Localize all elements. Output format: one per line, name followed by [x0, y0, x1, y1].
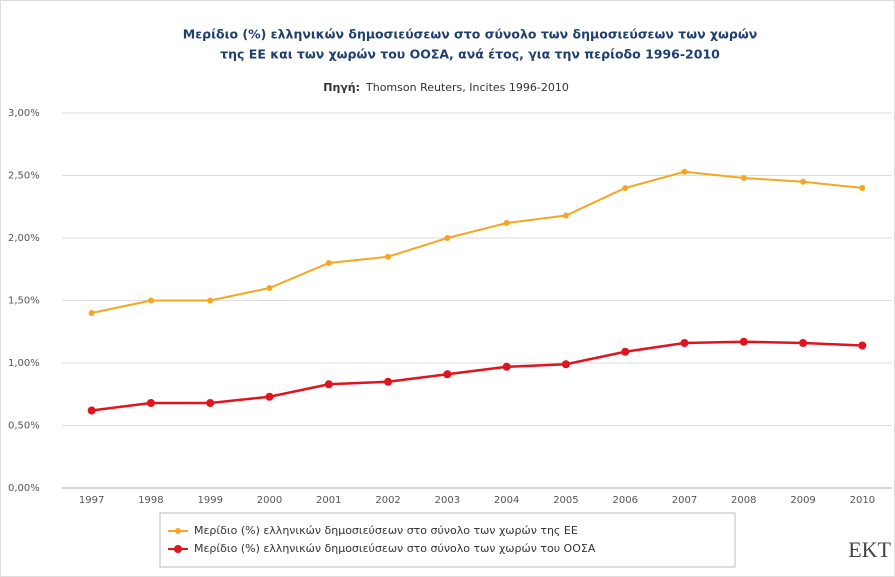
point — [858, 341, 867, 350]
legend-swatch — [175, 528, 181, 534]
line — [91, 340, 863, 412]
x-tick-label: 2008 — [731, 495, 756, 506]
point — [206, 399, 215, 407]
point — [561, 360, 570, 369]
point — [502, 362, 511, 371]
x-tick-label: 1999 — [197, 495, 222, 506]
point — [503, 220, 510, 226]
point — [325, 260, 332, 266]
point — [681, 168, 688, 175]
point — [207, 297, 214, 304]
chart-title: Μερίδιο (%) ελληνικών δημοσιεύσεων στο σ… — [183, 27, 757, 42]
logo: EKT — [848, 537, 891, 562]
x-tick-label: 2001 — [316, 495, 341, 506]
x-tick-label: 2000 — [257, 495, 282, 506]
legend-box — [159, 512, 736, 568]
point — [800, 178, 807, 185]
chart-title: της ΕΕ και των χωρών του ΟΟΣΑ, ανά έτος,… — [220, 47, 720, 62]
point — [385, 253, 392, 260]
x-tick-label: 2006 — [612, 495, 637, 506]
x-tick-label: 1997 — [79, 495, 104, 506]
y-tick-label: 2,50% — [8, 171, 40, 182]
x-tick-label: 2005 — [553, 495, 578, 506]
legend-label: Μερίδιο (%) ελληνικών δημοσιεύσεων στο σ… — [194, 542, 596, 555]
x-tick-label: 2007 — [672, 495, 697, 506]
x-tick-label: 2010 — [850, 495, 875, 506]
source: Thomson Reuters, Incites 1996-2010 — [365, 81, 569, 94]
line — [91, 170, 863, 314]
x-tick-label: 2009 — [790, 495, 815, 506]
legend-label: Μερίδιο (%) ελληνικών δημοσιεύσεων στο σ… — [194, 524, 578, 537]
x-tick-label: 2002 — [375, 495, 400, 506]
x-tick-label: 2003 — [435, 495, 460, 506]
point — [266, 285, 273, 291]
point — [621, 347, 630, 356]
y-tick-label: 0,50% — [8, 421, 40, 432]
point — [562, 212, 569, 219]
point — [147, 297, 154, 304]
point — [859, 185, 866, 191]
point — [680, 339, 689, 347]
point — [324, 380, 333, 389]
point — [740, 175, 747, 181]
point — [384, 377, 393, 386]
point — [88, 310, 95, 316]
y-tick-label: 3,00% — [8, 108, 40, 119]
point — [622, 185, 629, 191]
point — [739, 337, 748, 346]
point — [444, 235, 451, 241]
x-tick-label: 2004 — [494, 495, 519, 506]
point — [799, 339, 808, 347]
point — [265, 392, 274, 401]
point — [443, 370, 452, 379]
y-tick-label: 0,00% — [8, 483, 40, 494]
y-tick-label: 1,00% — [8, 358, 40, 369]
point — [87, 406, 96, 415]
y-tick-label: 1,50% — [8, 296, 40, 307]
point — [146, 399, 155, 407]
y-tick-label: 2,00% — [8, 233, 40, 244]
legend-swatch — [174, 545, 182, 553]
source-label: Πηγή: — [323, 81, 360, 94]
x-tick-label: 1998 — [138, 495, 163, 506]
